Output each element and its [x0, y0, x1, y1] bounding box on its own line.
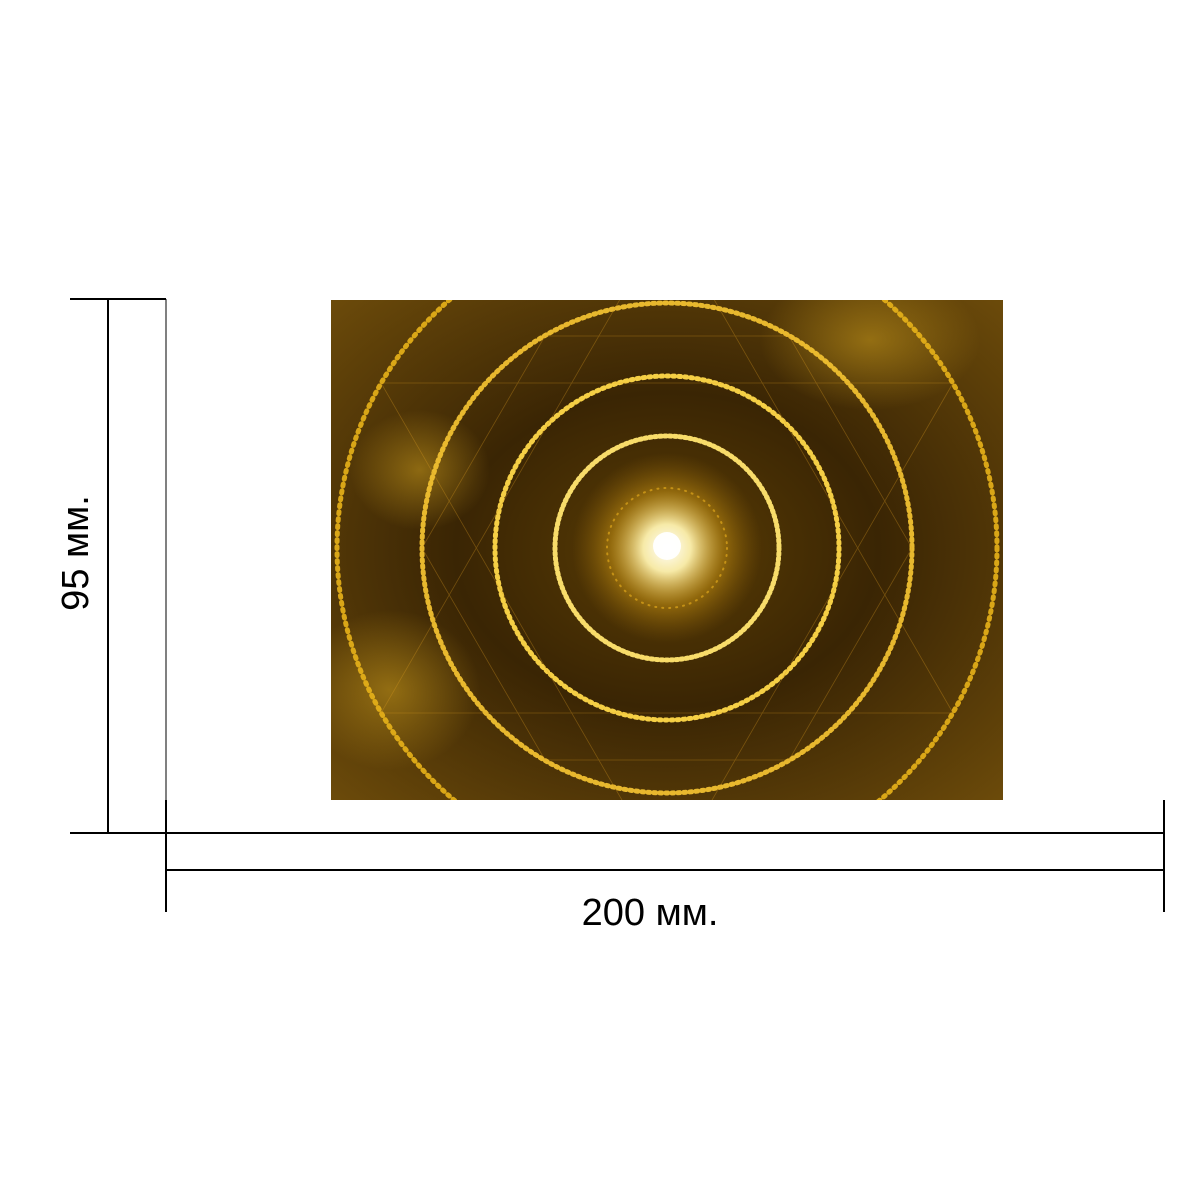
web-hexagon [421, 335, 913, 761]
web-triangle-up [380, 300, 954, 714]
product-image [331, 300, 1003, 800]
haze-left [350, 410, 490, 530]
ring-4 [419, 300, 915, 796]
core-spark [653, 532, 681, 560]
ring-3 [492, 373, 842, 723]
width-label: 200 мм. [582, 892, 719, 934]
web-triangle-down [380, 382, 954, 800]
ring-outer [334, 300, 1000, 800]
height-label: 95 мм. [55, 495, 97, 611]
haze-top-right [760, 300, 980, 410]
ring-2 [552, 433, 782, 663]
geometric-web [380, 300, 954, 800]
height-dimension: 95 мм. [55, 298, 167, 834]
haze-bottom-left [331, 610, 480, 770]
width-dimension: 200 мм. [165, 800, 1165, 934]
